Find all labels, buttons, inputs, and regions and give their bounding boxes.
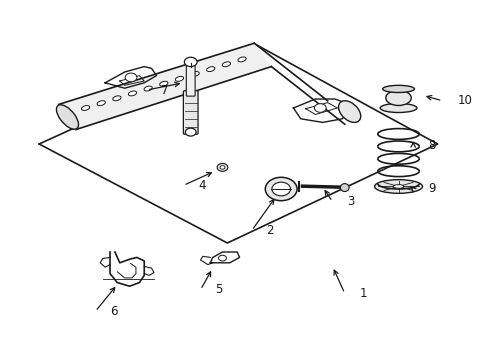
Text: 7: 7 — [161, 84, 168, 96]
Ellipse shape — [206, 67, 214, 72]
Circle shape — [185, 128, 196, 136]
Ellipse shape — [271, 182, 290, 196]
Ellipse shape — [238, 57, 245, 62]
Ellipse shape — [338, 101, 360, 122]
Ellipse shape — [264, 177, 296, 201]
Circle shape — [125, 73, 137, 82]
Text: 2: 2 — [266, 224, 273, 237]
Ellipse shape — [191, 72, 199, 76]
Polygon shape — [59, 43, 271, 130]
Ellipse shape — [144, 86, 152, 91]
Circle shape — [218, 255, 226, 261]
Text: 9: 9 — [427, 183, 434, 195]
Ellipse shape — [340, 184, 348, 192]
Ellipse shape — [380, 104, 416, 112]
Text: 5: 5 — [215, 283, 222, 296]
Text: 3: 3 — [346, 195, 354, 208]
Ellipse shape — [97, 101, 105, 105]
Ellipse shape — [160, 81, 167, 86]
Ellipse shape — [382, 85, 413, 93]
FancyBboxPatch shape — [186, 62, 195, 96]
Ellipse shape — [128, 91, 136, 96]
FancyBboxPatch shape — [183, 91, 198, 134]
Ellipse shape — [217, 163, 227, 171]
Ellipse shape — [113, 96, 121, 101]
Circle shape — [314, 104, 325, 112]
Ellipse shape — [56, 105, 79, 129]
Ellipse shape — [392, 185, 403, 188]
Ellipse shape — [385, 90, 410, 105]
Circle shape — [184, 57, 197, 67]
Ellipse shape — [81, 105, 89, 111]
Text: 1: 1 — [359, 287, 366, 300]
Text: 10: 10 — [456, 94, 471, 107]
Text: 6: 6 — [110, 305, 117, 318]
Ellipse shape — [220, 166, 224, 169]
Text: 4: 4 — [198, 179, 205, 192]
Ellipse shape — [222, 62, 230, 67]
Ellipse shape — [175, 76, 183, 81]
Text: 8: 8 — [427, 139, 434, 152]
Ellipse shape — [374, 180, 422, 193]
